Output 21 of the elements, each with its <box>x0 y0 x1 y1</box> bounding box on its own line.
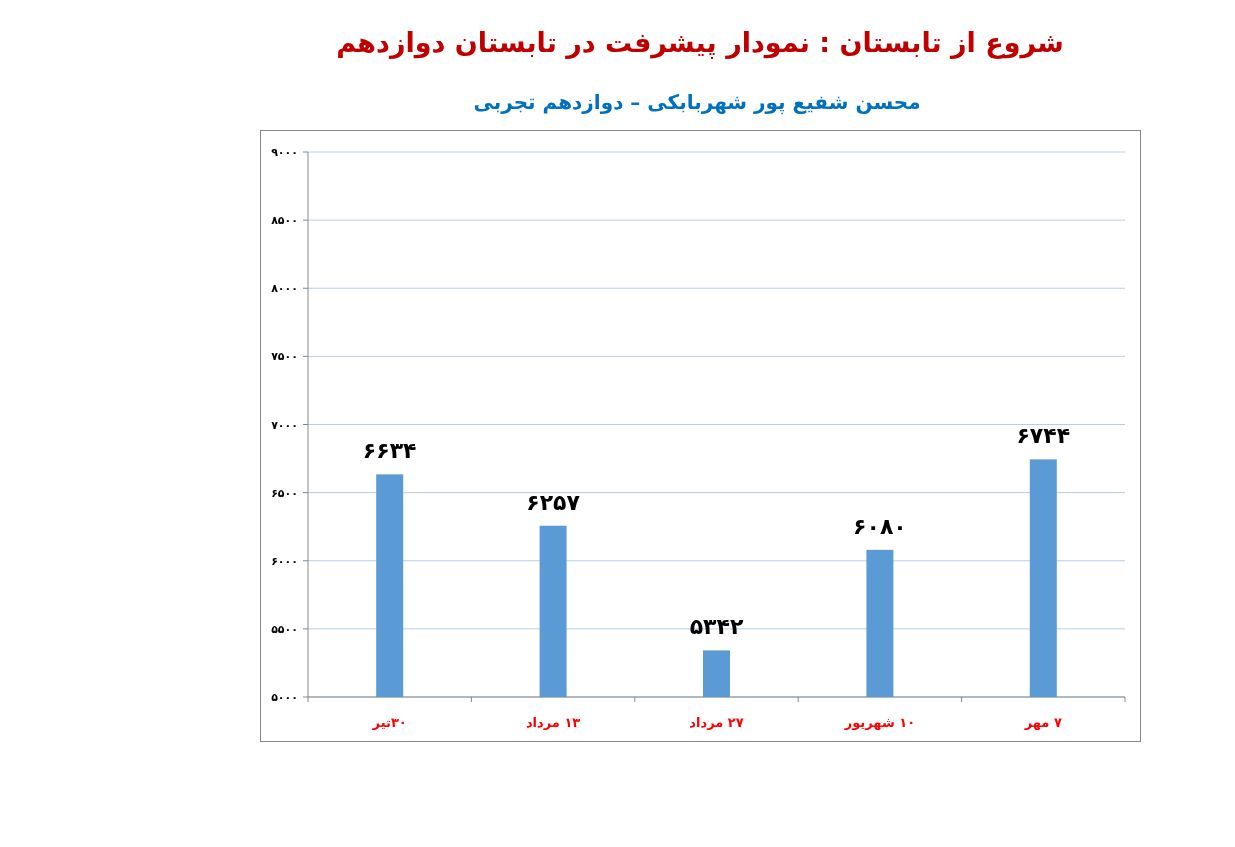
y-tick-label: ۷۰۰۰ <box>271 418 298 432</box>
y-tick-label: ۸۰۰۰ <box>271 282 298 296</box>
x-tick-label: ۱۳ مرداد <box>525 715 581 730</box>
data-label: ۶۶۳۴ <box>362 438 417 464</box>
y-tick-label: ۶۵۰۰ <box>271 486 298 500</box>
subtitle: محسن شفیع پور شهربابکی – دوازدهم تجربی <box>473 90 921 114</box>
data-label: ۶۰۸۰ <box>853 513 907 539</box>
y-tick-label: ۸۵۰۰ <box>271 214 298 228</box>
data-label: ۶۲۵۷ <box>526 489 581 515</box>
y-tick-label: ۵۵۰۰ <box>271 622 298 636</box>
data-label: ۶۷۴۴ <box>1016 423 1071 449</box>
x-tick-label: ۱۰ شهریور <box>843 715 916 730</box>
data-label: ۵۳۴۲ <box>689 614 744 640</box>
x-tick-label: ۷ مهر <box>1023 715 1062 730</box>
y-tick-label: ۵۰۰۰ <box>271 691 298 704</box>
x-tick-label: ۳۰تیر <box>371 715 407 730</box>
title: شروع از تابستان : نمودار پیشرفت در تابستان دوازدهم <box>336 27 1064 58</box>
y-tick-label: ۶۰۰۰ <box>271 554 298 568</box>
y-tick-label: ۹۰۰۰ <box>271 146 298 159</box>
y-tick-label: ۷۵۰۰ <box>271 350 298 364</box>
x-tick-label: ۲۷ مرداد <box>689 715 744 730</box>
